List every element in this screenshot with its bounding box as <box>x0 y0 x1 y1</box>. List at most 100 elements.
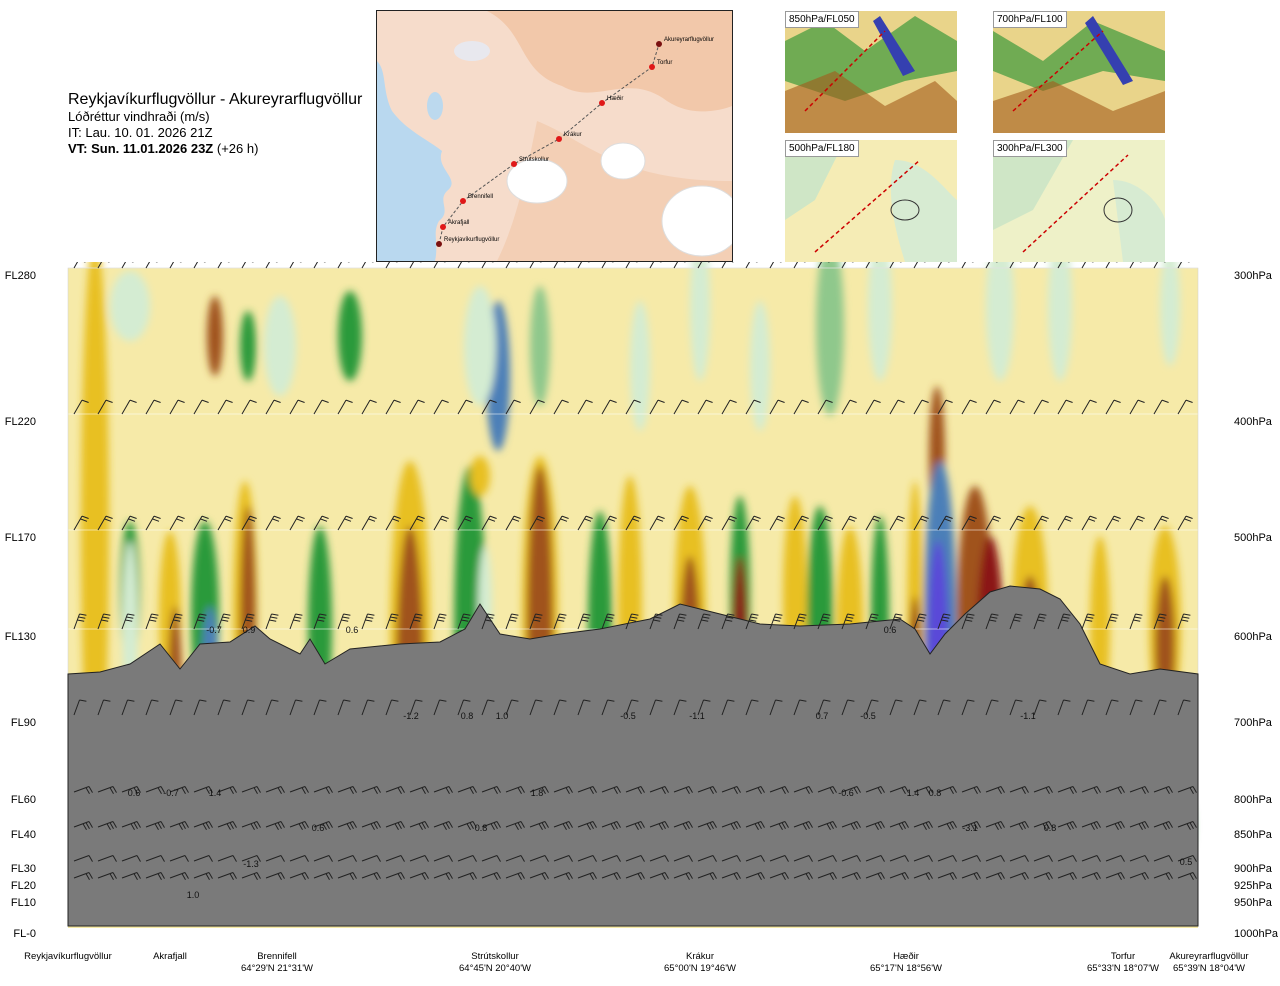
station-label: Hæðir 65°17'N 18°56'W <box>856 951 956 975</box>
wind-barb <box>289 699 303 716</box>
wind-barb <box>505 786 525 794</box>
wind-barb <box>913 872 933 880</box>
contour-value-label: -0.6 <box>838 788 854 798</box>
thumbnail-700[interactable]: 700hPa/FL100 <box>993 11 1165 133</box>
wind-barb <box>985 855 1005 862</box>
vertical-velocity-cell <box>470 456 490 496</box>
contour-value-label: 0.8 <box>475 823 488 833</box>
wind-barb <box>313 872 333 880</box>
wind-barb <box>937 786 957 794</box>
wind-barb <box>385 613 399 630</box>
wind-barb <box>1105 855 1125 862</box>
wind-barb <box>265 399 281 415</box>
wind-barb <box>1177 699 1191 716</box>
wind-barb <box>817 613 831 630</box>
wind-barb <box>625 515 641 531</box>
wind-barb <box>457 613 471 630</box>
thumbnail-850[interactable]: 850hPa/FL050 <box>785 11 957 133</box>
contour-value-label: 1.0 <box>496 711 509 721</box>
contour-value-label: -1.3 <box>243 859 259 869</box>
wind-barb <box>1177 821 1197 831</box>
flight-level-label: FL280 <box>4 270 36 282</box>
contour-value-label: 0.6 <box>884 625 897 635</box>
wind-barb <box>577 699 591 716</box>
wind-barb <box>1177 253 1193 269</box>
map-station-marker <box>656 41 662 47</box>
wind-barb <box>1105 821 1125 831</box>
wind-barb <box>433 786 453 794</box>
wind-barb <box>889 399 905 415</box>
wind-barb <box>193 399 209 415</box>
wind-barb <box>313 515 329 531</box>
thumbnail-300[interactable]: 300hPa/FL300 <box>993 140 1165 262</box>
wind-barb <box>553 253 569 269</box>
wind-barb <box>577 786 597 794</box>
wind-barb <box>1105 253 1121 269</box>
station-coordinates: 64°29'N 21°31'W <box>241 963 313 974</box>
wind-barb <box>721 515 737 531</box>
thumbnail-500-label: 500hPa/FL180 <box>785 140 859 157</box>
wind-barb <box>505 613 519 630</box>
vertical-velocity-cell <box>240 311 256 381</box>
wind-barb <box>1105 786 1125 794</box>
contour-value-label: 1.4 <box>209 788 222 798</box>
wind-barb <box>673 786 693 794</box>
wind-barb <box>1153 821 1173 831</box>
wind-barb <box>841 821 861 831</box>
wind-barb <box>121 699 135 716</box>
station-coordinates: 65°39'N 18°04'W <box>1173 963 1245 974</box>
wind-barb <box>457 253 473 269</box>
wind-barb <box>385 399 401 415</box>
wind-barb <box>889 613 903 630</box>
wind-barb <box>961 855 981 862</box>
wind-barb <box>217 613 231 630</box>
wind-barb <box>889 821 909 831</box>
wind-barb <box>961 515 977 531</box>
wind-barb <box>745 515 761 531</box>
wind-barb <box>673 821 693 831</box>
wind-barb <box>73 253 89 269</box>
wind-barb <box>1033 821 1053 831</box>
wind-barb <box>961 872 981 880</box>
wind-barb <box>337 855 357 862</box>
wind-barb <box>505 872 525 880</box>
wind-barb <box>337 872 357 880</box>
wind-barb <box>1177 786 1197 794</box>
wind-barb <box>529 699 543 716</box>
wind-barb <box>769 515 785 531</box>
title-block: Reykjavíkurflugvöllur - Akureyrarflugvöl… <box>68 90 362 157</box>
wind-barb <box>553 872 573 880</box>
wind-barb <box>313 699 327 716</box>
wind-barb <box>97 872 117 880</box>
wind-barb <box>817 515 833 531</box>
wind-barb <box>745 855 765 862</box>
wind-barb <box>961 613 975 630</box>
wind-barb <box>433 855 453 862</box>
wind-barb <box>241 699 255 716</box>
wind-barb <box>361 613 375 630</box>
wind-barb <box>529 515 545 531</box>
wind-barb <box>889 786 909 794</box>
wind-barb <box>97 399 113 415</box>
wind-barb <box>1009 515 1025 531</box>
station-label: Torfur 65°33'N 18°07'W <box>1080 951 1166 975</box>
vertical-velocity-cell <box>530 286 550 406</box>
wind-barb <box>793 399 809 415</box>
wind-barb <box>577 613 591 630</box>
wind-barb <box>985 399 1001 415</box>
thumbnail-500[interactable]: 500hPa/FL180 <box>785 140 957 262</box>
route-map: Akureyrarflugvöllur Torfur Hæðir Krákur Strú… <box>376 10 733 262</box>
wind-barb <box>457 855 477 862</box>
wind-barb <box>1009 613 1023 630</box>
wind-barb <box>937 855 957 862</box>
pressure-level-label: 900hPa <box>1234 863 1272 875</box>
pressure-level-label: 950hPa <box>1234 897 1272 909</box>
station-name: Hæðir <box>893 951 919 962</box>
contour-value-label: 0.8 <box>1044 823 1057 833</box>
wind-barb <box>1153 786 1173 794</box>
wind-barb <box>913 253 929 269</box>
wind-barb <box>625 699 639 716</box>
wind-barb <box>1057 855 1077 862</box>
map-station-label: Brennifell <box>468 194 493 200</box>
wind-barb <box>121 515 137 531</box>
